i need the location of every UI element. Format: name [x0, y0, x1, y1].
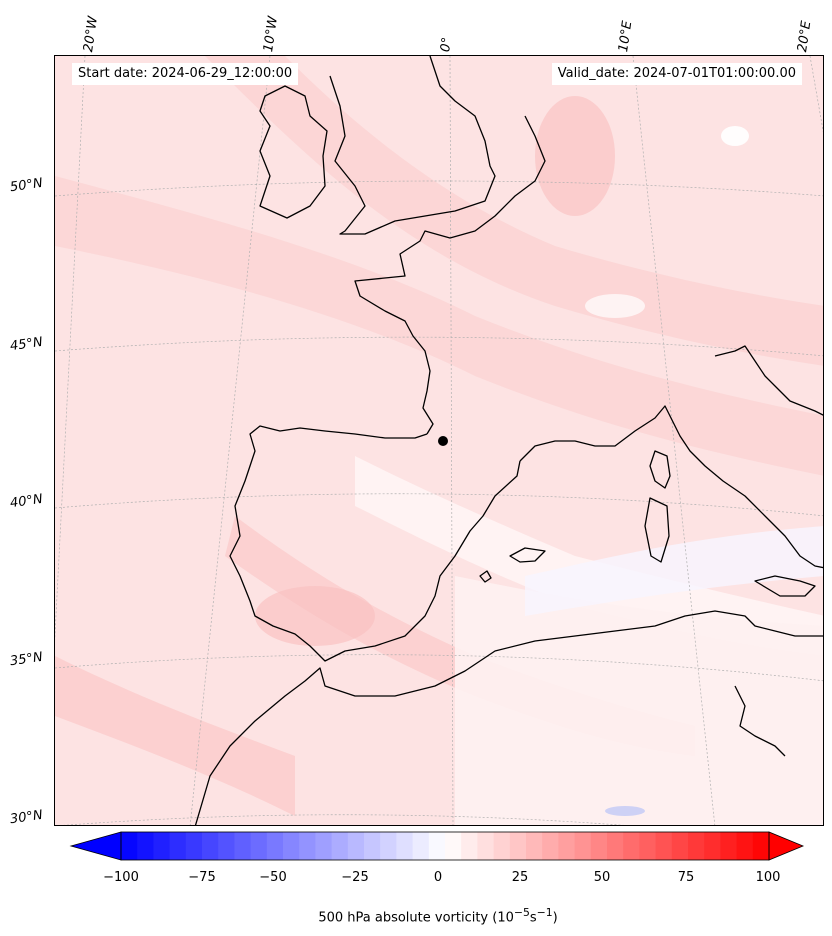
colorbar-segment	[153, 832, 171, 860]
colorbar-tick: 25	[511, 870, 529, 885]
lon-label-10w: 10°W	[261, 15, 281, 53]
parallel-gridlines	[55, 180, 823, 825]
vorticity-blob	[255, 586, 375, 646]
colorbar-segment	[574, 832, 592, 860]
colorbar-segment	[493, 832, 511, 860]
lat-label-45n: 45°N	[9, 334, 44, 355]
valid-date-label: Valid_date: 2024-07-01T01:00:00.00	[551, 63, 802, 85]
lat-label-50n: 50°N	[9, 175, 44, 196]
colorbar-label: 500 hPa absolute vorticity (10−5s−1)	[0, 906, 832, 925]
start-date-label: Start date: 2024-06-29_12:00:00	[72, 63, 299, 85]
colorbar-segments	[121, 832, 770, 860]
vorticity-band	[55, 656, 295, 816]
colorbar-segment	[315, 832, 333, 860]
colorbar-segment	[558, 832, 576, 860]
colorbar-segment	[185, 832, 203, 860]
vorticity-blob	[535, 96, 615, 216]
colorbar-tick: −25	[341, 870, 369, 885]
location-marker	[438, 436, 448, 446]
colorbar-max-arrow	[768, 831, 805, 861]
colorbar-segment	[234, 832, 252, 860]
colorbar-segment	[169, 832, 187, 860]
colorbar-segment	[623, 832, 640, 860]
colorbar-segment	[461, 832, 478, 860]
colorbar-segment	[445, 832, 462, 860]
colorbar-segment	[655, 832, 673, 860]
colorbar-segment	[202, 832, 219, 860]
colorbar-segment	[331, 832, 349, 860]
vorticity-band	[355, 456, 823, 656]
vorticity-blob	[585, 294, 645, 318]
coastlines	[194, 56, 823, 825]
colorbar-segment	[266, 832, 284, 860]
lat-label-35n: 35°N	[9, 649, 44, 670]
vorticity-band	[205, 56, 823, 366]
colorbar-segment	[590, 832, 608, 860]
colorbar-tick: 75	[677, 870, 695, 885]
vorticity-map	[55, 56, 823, 825]
colorbar-tick: −50	[259, 870, 287, 885]
colorbar-segment	[542, 832, 559, 860]
colorbar-segment	[509, 832, 527, 860]
colorbar-segment	[752, 832, 770, 860]
lon-label-0: 0°	[438, 36, 456, 53]
colorbar-segment	[639, 832, 657, 860]
colorbar-segment	[477, 832, 495, 860]
colorbar-segment	[736, 832, 754, 860]
colorbar-segment	[671, 832, 689, 860]
colorbar-label-exp2: −1	[536, 906, 553, 919]
colorbar-segment	[380, 832, 397, 860]
colorbar	[69, 831, 805, 861]
colorbar-min-arrow	[69, 831, 122, 861]
colorbar-segment	[121, 832, 138, 860]
colorbar-segment	[137, 832, 154, 860]
colorbar-segment	[364, 832, 381, 860]
colorbar-tick: 50	[593, 870, 611, 885]
colorbar-segment	[704, 832, 721, 860]
lon-label-20w: 20°W	[81, 15, 101, 53]
colorbar-tick: −100	[103, 870, 139, 885]
colorbar-tick: 0	[433, 870, 443, 885]
colorbar-label-unit: s	[529, 910, 537, 926]
vorticity-blob	[721, 126, 749, 146]
colorbar-segment	[250, 832, 268, 860]
colorbar-segment	[428, 832, 446, 860]
lon-label-10e: 10°E	[616, 19, 636, 53]
vorticity-blob	[605, 806, 645, 816]
colorbar-segment	[412, 832, 430, 860]
vorticity-band	[525, 526, 823, 616]
lon-label-20e: 20°E	[795, 19, 815, 53]
vorticity-band	[55, 176, 823, 476]
colorbar-label-exp1: −5	[513, 906, 530, 919]
colorbar-segment	[607, 832, 624, 860]
colorbar-segment	[347, 832, 365, 860]
colorbar-label-end: )	[552, 910, 558, 926]
map-frame	[54, 55, 824, 826]
colorbar-segment	[720, 832, 738, 860]
meridian-gridlines	[55, 56, 823, 825]
colorbar-tick: 100	[755, 870, 781, 885]
lat-label-40n: 40°N	[9, 491, 44, 512]
colorbar-segment	[218, 832, 235, 860]
colorbar-label-text: 500 hPa absolute vorticity (10	[318, 910, 514, 926]
colorbar-segment	[299, 832, 316, 860]
colorbar-tick: −75	[188, 870, 216, 885]
colorbar-segment	[396, 832, 414, 860]
colorbar-segment	[688, 832, 705, 860]
vorticity-band	[455, 576, 823, 825]
lat-label-30n: 30°N	[9, 807, 44, 828]
colorbar-segment	[283, 832, 300, 860]
colorbar-outline	[120, 831, 770, 861]
colorbar-segment	[526, 832, 543, 860]
